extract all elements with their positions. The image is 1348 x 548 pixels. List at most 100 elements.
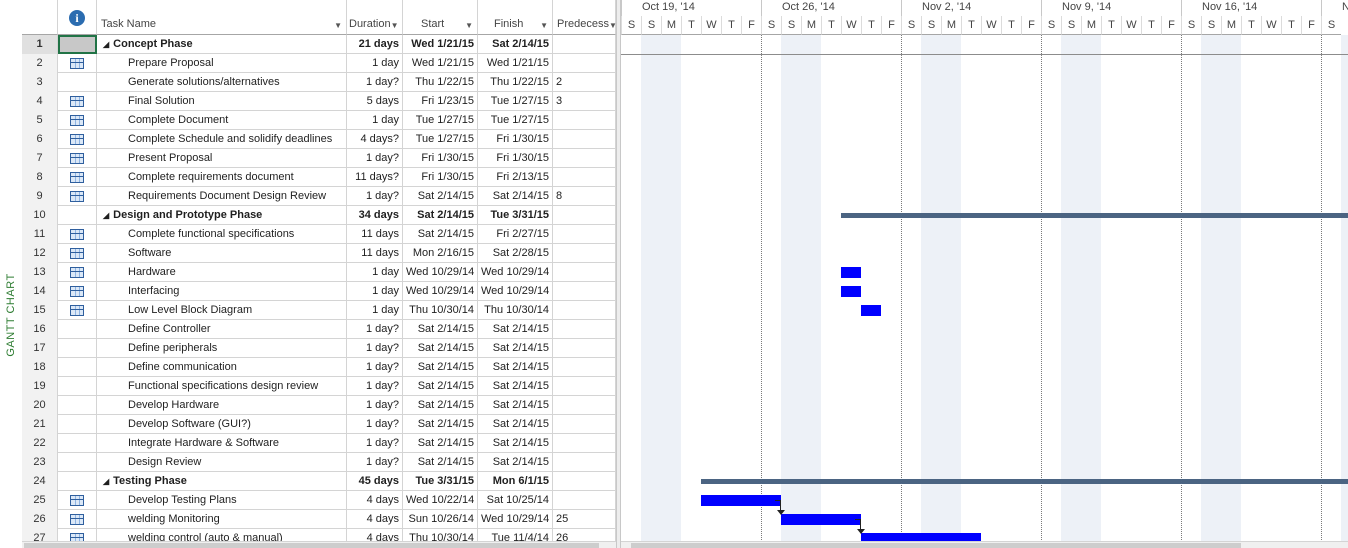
predecessors-cell[interactable] — [553, 244, 616, 263]
task-name-cell[interactable]: ◢ Concept Phase — [97, 35, 347, 54]
task-name-cell[interactable]: Design Review — [97, 453, 347, 472]
task-name-cell[interactable]: Develop Testing Plans — [97, 491, 347, 510]
predecessors-cell[interactable] — [553, 358, 616, 377]
finish-cell[interactable]: Sat 2/14/15 — [478, 453, 553, 472]
predecessors-cell[interactable] — [553, 225, 616, 244]
row-number[interactable]: 15 — [22, 301, 58, 320]
scroll-thumb[interactable] — [631, 543, 1241, 548]
finish-cell[interactable]: Wed 10/29/14 — [478, 282, 553, 301]
row-number[interactable]: 5 — [22, 111, 58, 130]
row-number[interactable]: 8 — [22, 168, 58, 187]
start-cell[interactable]: Mon 2/16/15 — [403, 244, 478, 263]
predecessors-cell[interactable] — [553, 149, 616, 168]
predecessors-cell[interactable] — [553, 320, 616, 339]
finish-cell[interactable]: Wed 1/21/15 — [478, 54, 553, 73]
task-name-cell[interactable]: Integrate Hardware & Software — [97, 434, 347, 453]
duration-cell[interactable]: 4 days — [347, 491, 403, 510]
finish-cell[interactable]: Thu 10/30/14 — [478, 301, 553, 320]
task-row[interactable]: 16 Define Controller 1 day? Sat 2/14/15 Sat … — [22, 320, 616, 339]
start-cell[interactable]: Tue 1/27/15 — [403, 130, 478, 149]
finish-cell[interactable]: Sat 2/14/15 — [478, 339, 553, 358]
finish-cell[interactable]: Fri 2/13/15 — [478, 168, 553, 187]
duration-cell[interactable]: 1 day — [347, 54, 403, 73]
summary-bar[interactable] — [841, 213, 1348, 218]
start-cell[interactable]: Sun 10/26/14 — [403, 510, 478, 529]
task-row[interactable]: 3 Generate solutions/alternatives 1 day? Th… — [22, 73, 616, 92]
duration-cell[interactable]: 11 days? — [347, 168, 403, 187]
finish-cell[interactable]: Sat 2/14/15 — [478, 35, 553, 54]
task-row[interactable]: 6 Complete Schedule and solidify deadline… — [22, 130, 616, 149]
finish-header[interactable]: Finish ▼ — [478, 0, 553, 35]
indicator-cell[interactable] — [58, 491, 97, 510]
duration-cell[interactable]: 1 day? — [347, 149, 403, 168]
collapse-triangle-icon[interactable]: ◢ — [103, 211, 110, 220]
predecessors-cell[interactable] — [553, 396, 616, 415]
predecessors-cell[interactable]: 8 — [553, 187, 616, 206]
start-cell[interactable]: Fri 1/23/15 — [403, 92, 478, 111]
task-row[interactable]: 19 Functional specifications design revie… — [22, 377, 616, 396]
row-number[interactable]: 6 — [22, 130, 58, 149]
start-cell[interactable]: Sat 2/14/15 — [403, 206, 478, 225]
indicator-cell[interactable] — [58, 434, 97, 453]
split-divider[interactable] — [616, 0, 621, 548]
predecessors-cell[interactable] — [553, 282, 616, 301]
predecessors-cell[interactable]: 3 — [553, 92, 616, 111]
filter-dropdown-icon[interactable]: ▼ — [465, 21, 473, 30]
collapse-triangle-icon[interactable]: ◢ — [103, 477, 110, 486]
predecessors-cell[interactable] — [553, 339, 616, 358]
row-number[interactable]: 2 — [22, 54, 58, 73]
start-cell[interactable]: Sat 2/14/15 — [403, 377, 478, 396]
duration-cell[interactable]: 21 days — [347, 35, 403, 54]
task-name-cell[interactable]: Define peripherals — [97, 339, 347, 358]
start-cell[interactable]: Sat 2/14/15 — [403, 358, 478, 377]
row-number[interactable]: 10 — [22, 206, 58, 225]
finish-cell[interactable]: Sat 2/14/15 — [478, 187, 553, 206]
finish-cell[interactable]: Fri 2/27/15 — [478, 225, 553, 244]
indicator-cell[interactable] — [58, 320, 97, 339]
task-name-cell[interactable]: Software — [97, 244, 347, 263]
sheet-horizontal-scrollbar[interactable] — [22, 541, 616, 548]
task-name-cell[interactable]: Define Controller — [97, 320, 347, 339]
start-cell[interactable]: Thu 10/30/14 — [403, 301, 478, 320]
task-row[interactable]: 21 Develop Software (GUI?) 1 day? Sat 2/14/… — [22, 415, 616, 434]
start-cell[interactable]: Sat 2/14/15 — [403, 320, 478, 339]
task-row[interactable]: 12 Software 11 days Mon 2/16/15 Sat 2/28/15 — [22, 244, 616, 263]
indicator-cell[interactable] — [58, 149, 97, 168]
task-row[interactable]: 18 Define communication 1 day? Sat 2/14/15 S… — [22, 358, 616, 377]
finish-cell[interactable]: Wed 10/29/14 — [478, 510, 553, 529]
task-name-cell[interactable]: Develop Hardware — [97, 396, 347, 415]
row-number[interactable]: 3 — [22, 73, 58, 92]
finish-cell[interactable]: Sat 2/28/15 — [478, 244, 553, 263]
start-cell[interactable]: Wed 10/22/14 — [403, 491, 478, 510]
task-bar[interactable] — [861, 533, 981, 544]
predecessors-cell[interactable] — [553, 206, 616, 225]
task-row[interactable]: 15 Low Level Block Diagram 1 day Thu 10/30/… — [22, 301, 616, 320]
filter-dropdown-icon[interactable]: ▼ — [334, 21, 342, 30]
task-name-cell[interactable]: Complete requirements document — [97, 168, 347, 187]
duration-header[interactable]: Duration ▼ — [347, 0, 403, 35]
task-name-cell[interactable]: ◢ Testing Phase — [97, 472, 347, 491]
task-bar[interactable] — [841, 267, 861, 278]
indicator-cell[interactable] — [58, 339, 97, 358]
task-name-cell[interactable]: Interfacing — [97, 282, 347, 301]
row-number[interactable]: 21 — [22, 415, 58, 434]
task-name-cell[interactable]: Low Level Block Diagram — [97, 301, 347, 320]
duration-cell[interactable]: 4 days? — [347, 130, 403, 149]
predecessors-cell[interactable] — [553, 301, 616, 320]
select-all-header[interactable] — [22, 0, 58, 35]
indicators-header[interactable]: i — [58, 0, 97, 35]
filter-dropdown-icon[interactable]: ▼ — [608, 21, 617, 30]
duration-cell[interactable]: 1 day — [347, 282, 403, 301]
row-number[interactable]: 24 — [22, 472, 58, 491]
row-number[interactable]: 14 — [22, 282, 58, 301]
row-number[interactable]: 26 — [22, 510, 58, 529]
predecessors-cell[interactable] — [553, 35, 616, 54]
task-row[interactable]: 14 Interfacing 1 day Wed 10/29/14 Wed 10/29/… — [22, 282, 616, 301]
dependency-link[interactable] — [855, 519, 861, 530]
row-number[interactable]: 12 — [22, 244, 58, 263]
duration-cell[interactable]: 1 day? — [347, 358, 403, 377]
indicator-cell[interactable] — [58, 396, 97, 415]
duration-cell[interactable]: 5 days — [347, 92, 403, 111]
task-name-cell[interactable]: Define communication — [97, 358, 347, 377]
indicator-cell[interactable] — [58, 282, 97, 301]
